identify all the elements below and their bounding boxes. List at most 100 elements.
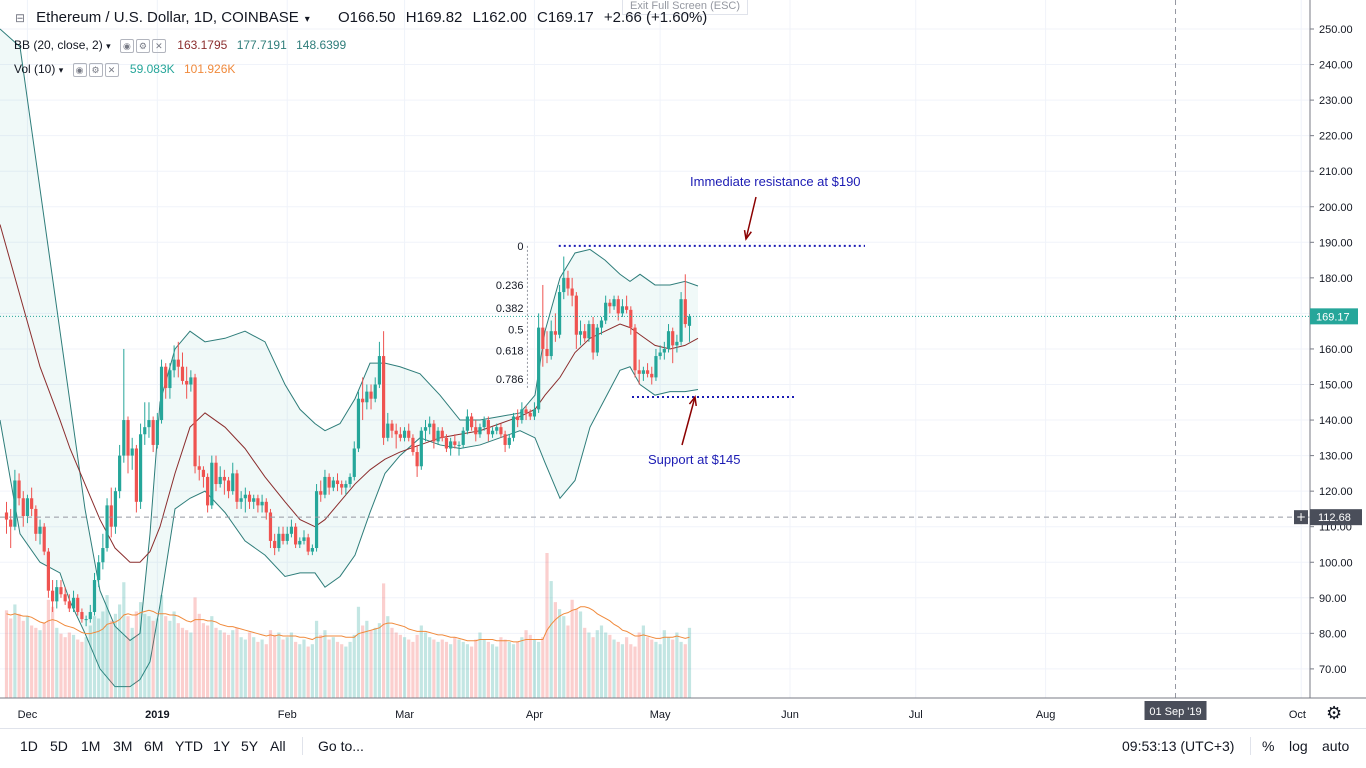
candle-body — [528, 412, 532, 417]
crosshair-price-label: 112.68 — [1318, 512, 1351, 524]
timeframe-5y[interactable]: 5Y — [241, 738, 259, 754]
toolbar-divider — [302, 737, 303, 755]
timeframe-1m[interactable]: 1M — [81, 738, 101, 754]
volume-bar — [256, 641, 260, 698]
support-arrow — [681, 396, 696, 446]
volume-bar — [222, 632, 226, 698]
volume-bar — [587, 632, 591, 698]
volume-bar — [461, 641, 465, 698]
volume-bar — [386, 616, 390, 698]
candle-body — [134, 448, 138, 502]
candle-body — [654, 356, 658, 378]
volume-bar — [398, 634, 402, 698]
timeframe-3m[interactable]: 3M — [113, 738, 133, 754]
timeframe-all[interactable]: All — [270, 738, 286, 754]
chevron-down-icon[interactable]: ▾ — [304, 14, 310, 25]
collapse-icon[interactable]: ⊟ — [14, 11, 26, 26]
candle-body — [671, 331, 675, 346]
candle-body — [71, 597, 76, 609]
volume-bar — [50, 606, 55, 698]
candle-body — [9, 519, 13, 527]
fib-level-label: 0.786 — [496, 374, 524, 386]
price-tick-label: 180.00 — [1319, 273, 1353, 285]
chart-annotations: 0 0.236 0.382 0.5 0.618 0.786 Immediate resist… — [0, 0, 1310, 698]
candle-body — [214, 462, 218, 485]
settings-icon[interactable]: ⚙ — [88, 62, 103, 77]
volume-bar — [440, 639, 444, 698]
log-toggle[interactable]: log — [1289, 738, 1308, 754]
vol-legend: Vol (10) ▾ ◉ ⚙ ✕ 59.083K 101.926K — [14, 62, 235, 77]
candle-body — [428, 423, 432, 428]
chart-settings-gear-icon[interactable]: ⚙ — [1326, 703, 1343, 723]
volume-bar — [21, 620, 25, 698]
candle-body — [616, 299, 620, 314]
candle-body — [151, 420, 155, 445]
volume-bar — [599, 625, 604, 698]
candle-body — [402, 430, 407, 438]
volume-bar — [658, 644, 662, 698]
fib-level-label: 0.236 — [496, 280, 524, 292]
volume-bar — [356, 606, 361, 698]
close-icon[interactable]: ✕ — [104, 62, 119, 77]
candle-body — [197, 466, 201, 470]
candle-body — [666, 331, 671, 349]
volume-bar — [532, 639, 537, 698]
settings-icon[interactable]: ⚙ — [135, 38, 150, 53]
candle-body — [314, 491, 319, 549]
volume-bar — [516, 641, 520, 698]
vol-label[interactable]: Vol (10) — [14, 62, 56, 76]
volume-bar — [511, 644, 516, 698]
volume-bar — [101, 611, 105, 698]
timeframe-1d[interactable]: 1D — [20, 738, 38, 754]
time-tick-label: May — [650, 709, 671, 721]
volume-bar — [578, 611, 583, 698]
timeframe-ytd[interactable]: YTD — [175, 738, 203, 754]
goto-date-button[interactable]: Go to... — [318, 738, 364, 754]
volume-bar — [143, 613, 147, 698]
vol-value: 59.083K — [129, 62, 175, 76]
auto-toggle[interactable]: auto — [1322, 738, 1350, 754]
bb-label[interactable]: BB (20, close, 2) — [14, 38, 103, 52]
utc-clock[interactable]: 09:53:13 (UTC+3) — [1122, 738, 1235, 754]
volume-bar — [138, 602, 143, 698]
eye-icon[interactable]: ◉ — [72, 62, 87, 77]
volume-bar — [377, 623, 382, 698]
volume-bar — [390, 627, 394, 698]
price-tick-label: 140.00 — [1319, 415, 1353, 427]
candle-body — [382, 356, 386, 438]
volume-bar — [369, 630, 373, 698]
candle-body — [130, 448, 134, 456]
candle-body — [578, 331, 583, 335]
symbol-title[interactable]: Ethereum / U.S. Dollar, 1D, COINBASE — [36, 9, 299, 26]
close-icon[interactable]: ✕ — [151, 38, 166, 53]
candle-body — [155, 420, 159, 445]
volume-bar — [687, 627, 692, 698]
candle-body — [42, 526, 46, 552]
chevron-down-icon[interactable]: ▾ — [58, 65, 64, 75]
volume-bar — [528, 634, 532, 698]
volume-bar — [189, 632, 193, 698]
price-tick-label: 210.00 — [1319, 166, 1353, 178]
candle-body — [176, 359, 180, 367]
percent-toggle[interactable]: % — [1262, 738, 1275, 754]
candle-body — [260, 501, 264, 506]
timeframe-5d[interactable]: 5D — [50, 738, 68, 754]
volume-bar — [549, 581, 553, 698]
exit-fullscreen-button[interactable]: Exit Full Screen (ESC) — [622, 0, 748, 15]
candle-body — [645, 370, 650, 374]
candle-body — [256, 498, 260, 506]
volume-bar — [411, 641, 415, 698]
timeframe-6m[interactable]: 6M — [144, 738, 164, 754]
bottom-toolbar: 1D 5D 1M 3M 6M YTD 1Y 5Y All Go to... 09… — [0, 728, 1366, 763]
chevron-down-icon[interactable]: ▾ — [106, 41, 111, 51]
candle-body — [164, 366, 168, 389]
price-chart[interactable]: 0 0.236 0.382 0.5 0.618 0.786 Immediate resist… — [0, 0, 1366, 728]
volume-bar — [495, 646, 499, 698]
timeframe-1y[interactable]: 1Y — [213, 738, 231, 754]
candle-body — [604, 302, 608, 321]
volume-bar — [105, 595, 109, 698]
eye-icon[interactable]: ◉ — [119, 38, 134, 53]
candle-body — [394, 430, 398, 435]
volume-bar — [247, 632, 252, 698]
volume-bar — [327, 639, 331, 698]
